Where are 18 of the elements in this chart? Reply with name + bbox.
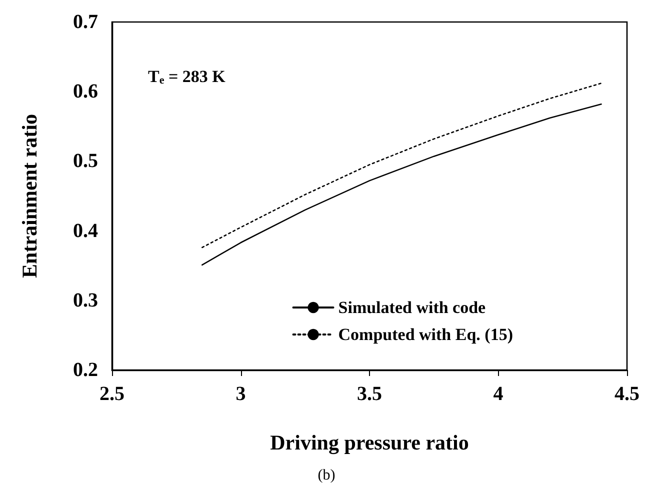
legend-label: Simulated with code [338,298,486,317]
x-tick-label: 3.5 [357,383,382,405]
text: (b) [318,468,336,484]
y-tick-label: 0.3 [73,289,98,312]
line-series [201,103,602,266]
y-tick-label: 0.5 [73,150,98,172]
legend-label: Computed with Eq. (15) [338,325,514,344]
x-axis-title: Driving pressure ratio [270,430,469,454]
y-tick-label: 0.2 [73,359,98,381]
y-axis-title: Entrainment ratio [18,114,42,278]
x-tick-label: 4.5 [614,383,640,405]
x-tick-label: 3 [236,383,246,405]
line-series [201,82,602,248]
x-tick-label: 2.5 [100,383,124,405]
y-tick-label: 0.4 [73,220,98,242]
y-tick-label: 0.6 [73,80,98,103]
x-tick-label: 4 [493,383,504,405]
y-tick-label: 0.7 [73,11,98,33]
